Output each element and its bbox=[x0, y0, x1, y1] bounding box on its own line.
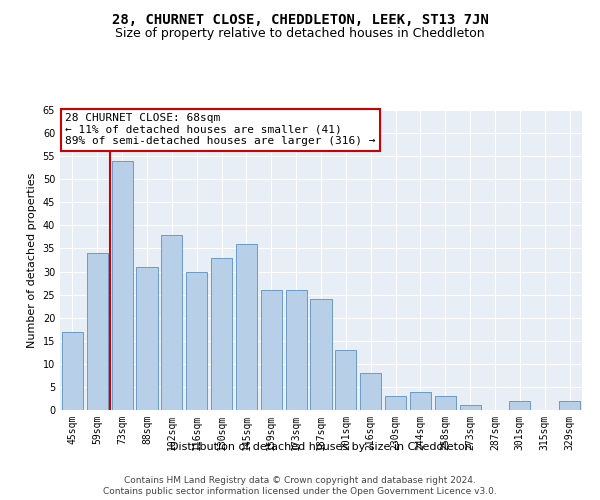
Bar bbox=[186, 272, 207, 410]
Bar bbox=[136, 267, 158, 410]
Bar bbox=[435, 396, 456, 410]
Bar bbox=[310, 299, 332, 410]
Bar bbox=[286, 290, 307, 410]
Text: 28 CHURNET CLOSE: 68sqm
← 11% of detached houses are smaller (41)
89% of semi-de: 28 CHURNET CLOSE: 68sqm ← 11% of detache… bbox=[65, 113, 376, 146]
Bar bbox=[236, 244, 257, 410]
Bar bbox=[211, 258, 232, 410]
Bar bbox=[335, 350, 356, 410]
Bar bbox=[161, 234, 182, 410]
Bar bbox=[360, 373, 381, 410]
Text: Distribution of detached houses by size in Cheddleton: Distribution of detached houses by size … bbox=[170, 442, 472, 452]
Text: 28, CHURNET CLOSE, CHEDDLETON, LEEK, ST13 7JN: 28, CHURNET CLOSE, CHEDDLETON, LEEK, ST1… bbox=[112, 12, 488, 26]
Text: Contains public sector information licensed under the Open Government Licence v3: Contains public sector information licen… bbox=[103, 488, 497, 496]
Bar bbox=[509, 401, 530, 410]
Bar bbox=[410, 392, 431, 410]
Bar bbox=[112, 161, 133, 410]
Y-axis label: Number of detached properties: Number of detached properties bbox=[27, 172, 37, 348]
Bar bbox=[62, 332, 83, 410]
Bar bbox=[460, 406, 481, 410]
Bar bbox=[559, 401, 580, 410]
Bar bbox=[261, 290, 282, 410]
Bar bbox=[87, 253, 108, 410]
Text: Size of property relative to detached houses in Cheddleton: Size of property relative to detached ho… bbox=[115, 28, 485, 40]
Bar bbox=[385, 396, 406, 410]
Text: Contains HM Land Registry data © Crown copyright and database right 2024.: Contains HM Land Registry data © Crown c… bbox=[124, 476, 476, 485]
